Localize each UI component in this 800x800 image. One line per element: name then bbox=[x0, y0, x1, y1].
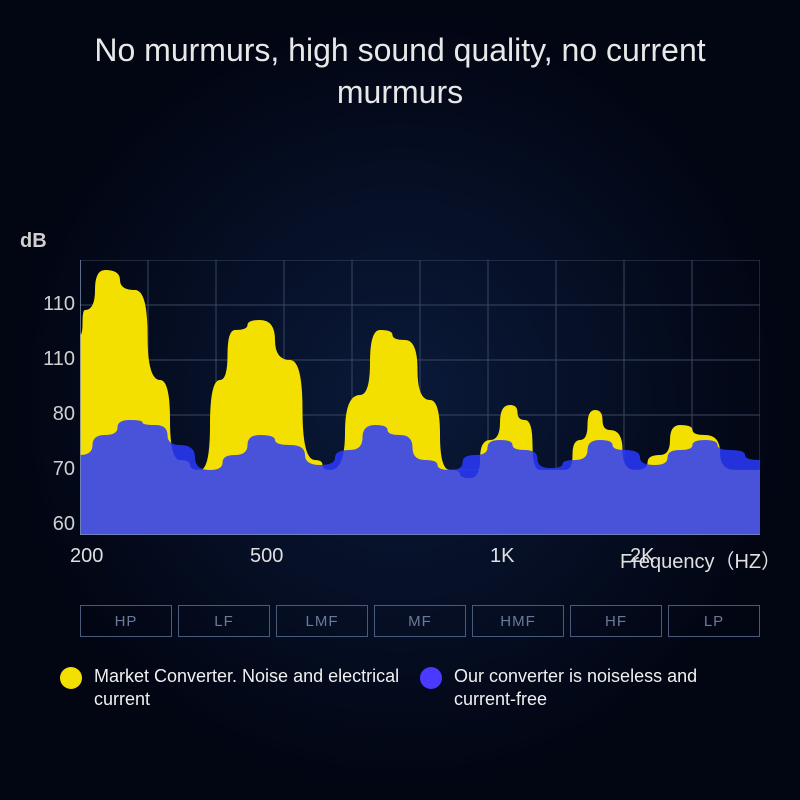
frequency-chart bbox=[80, 260, 760, 535]
x-tick: 200 bbox=[70, 545, 103, 568]
legend-text: Our converter is noiseless and current-f… bbox=[454, 665, 760, 712]
band-label: MF bbox=[374, 605, 466, 637]
band-label: HF bbox=[570, 605, 662, 637]
band-label: LF bbox=[178, 605, 270, 637]
legend-dot-icon bbox=[60, 667, 82, 689]
band-label: HMF bbox=[472, 605, 564, 637]
legend-item-ours: Our converter is noiseless and current-f… bbox=[420, 665, 760, 712]
band-label: LMF bbox=[276, 605, 368, 637]
band-row: HPLFLMFMFHMFHFLP bbox=[80, 605, 760, 637]
x-axis-label: Frequency（HZ） bbox=[620, 545, 781, 574]
legend-text: Market Converter. Noise and electrical c… bbox=[94, 665, 400, 712]
page-title: No murmurs, high sound quality, no curre… bbox=[0, 0, 800, 123]
y-tick: 110 bbox=[30, 348, 75, 371]
legend-dot-icon bbox=[420, 667, 442, 689]
y-tick: 80 bbox=[30, 403, 75, 426]
x-tick: 1K bbox=[490, 545, 514, 568]
band-label: LP bbox=[668, 605, 760, 637]
band-label: HP bbox=[80, 605, 172, 637]
y-axis-label: dB bbox=[20, 230, 47, 253]
legend-item-market: Market Converter. Noise and electrical c… bbox=[60, 665, 400, 712]
x-tick: 500 bbox=[250, 545, 283, 568]
y-tick: 110 bbox=[30, 293, 75, 316]
legend: Market Converter. Noise and electrical c… bbox=[60, 665, 760, 712]
y-tick: 70 bbox=[30, 458, 75, 481]
y-tick: 60 bbox=[30, 513, 75, 536]
